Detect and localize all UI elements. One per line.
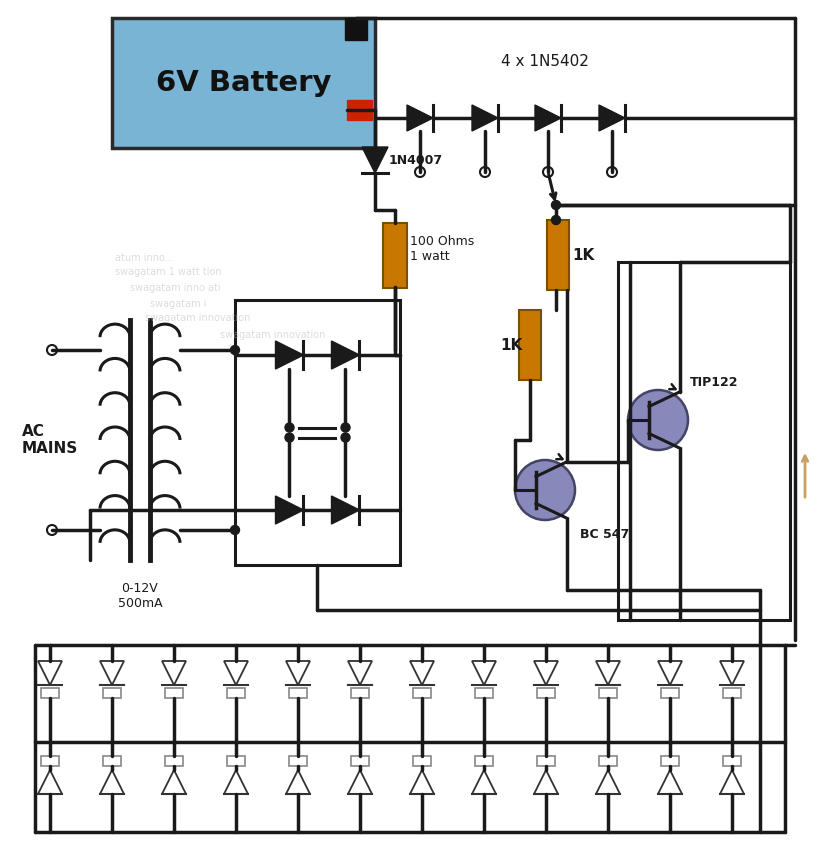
Circle shape [415, 167, 425, 177]
Polygon shape [535, 105, 561, 131]
Bar [723, 688, 741, 698]
Circle shape [231, 346, 240, 355]
Text: 100 Ohms
1 watt: 100 Ohms 1 watt [410, 235, 475, 263]
Bar [165, 688, 183, 698]
Bar [475, 688, 493, 698]
Circle shape [515, 460, 575, 520]
Bar [345, 18, 367, 40]
Circle shape [231, 526, 240, 534]
Polygon shape [407, 105, 433, 131]
Circle shape [480, 167, 490, 177]
Bar [227, 688, 245, 698]
Bar [235, 300, 400, 565]
Bar [112, 18, 375, 148]
Circle shape [285, 423, 294, 432]
Text: swagatam 1 watt tion: swagatam 1 watt tion [115, 267, 222, 277]
Bar [661, 688, 679, 698]
Text: 1K: 1K [500, 338, 522, 352]
Text: 1N4007: 1N4007 [389, 153, 443, 167]
Circle shape [47, 345, 57, 355]
Bar [103, 688, 121, 698]
Bar [723, 756, 741, 766]
Bar [537, 756, 555, 766]
Text: swagatam i: swagatam i [150, 299, 207, 309]
Bar [475, 756, 493, 766]
Text: swagatam innovation: swagatam innovation [220, 330, 325, 340]
Text: atum inno...: atum inno... [115, 253, 174, 263]
Text: 1K: 1K [572, 248, 594, 262]
Circle shape [341, 423, 350, 432]
Bar [351, 756, 369, 766]
Bar [547, 220, 569, 290]
Polygon shape [331, 496, 359, 524]
Circle shape [551, 201, 560, 209]
Circle shape [47, 525, 57, 535]
Bar [413, 688, 431, 698]
Circle shape [285, 433, 294, 442]
Bar [618, 262, 790, 620]
Bar [103, 756, 121, 766]
Bar [661, 756, 679, 766]
Bar [599, 688, 617, 698]
Text: 0-12V
500mA: 0-12V 500mA [118, 582, 162, 610]
Bar [165, 756, 183, 766]
Bar [537, 688, 555, 698]
Polygon shape [275, 341, 303, 369]
Text: swagatam inno ati: swagatam inno ati [130, 283, 221, 293]
Text: TIP122: TIP122 [690, 375, 738, 389]
Bar [289, 756, 307, 766]
Circle shape [341, 433, 350, 442]
Text: 6V Battery: 6V Battery [156, 69, 331, 97]
Bar [347, 100, 372, 120]
Text: 4 x 1N5402: 4 x 1N5402 [501, 54, 589, 70]
Bar [289, 688, 307, 698]
Circle shape [607, 167, 617, 177]
Circle shape [543, 167, 553, 177]
Bar [383, 222, 407, 288]
Text: AC
MAINS: AC MAINS [22, 424, 78, 456]
Bar [351, 688, 369, 698]
Bar [227, 756, 245, 766]
Polygon shape [362, 147, 388, 173]
Polygon shape [275, 496, 303, 524]
Polygon shape [472, 105, 498, 131]
Circle shape [551, 215, 560, 225]
Bar [41, 688, 59, 698]
Circle shape [628, 390, 688, 450]
Text: BC 547: BC 547 [580, 528, 630, 541]
Bar [519, 310, 541, 380]
Bar [41, 756, 59, 766]
Polygon shape [331, 341, 359, 369]
Bar [599, 756, 617, 766]
Text: swagatam innovation: swagatam innovation [145, 313, 250, 323]
Polygon shape [599, 105, 625, 131]
Bar [413, 756, 431, 766]
